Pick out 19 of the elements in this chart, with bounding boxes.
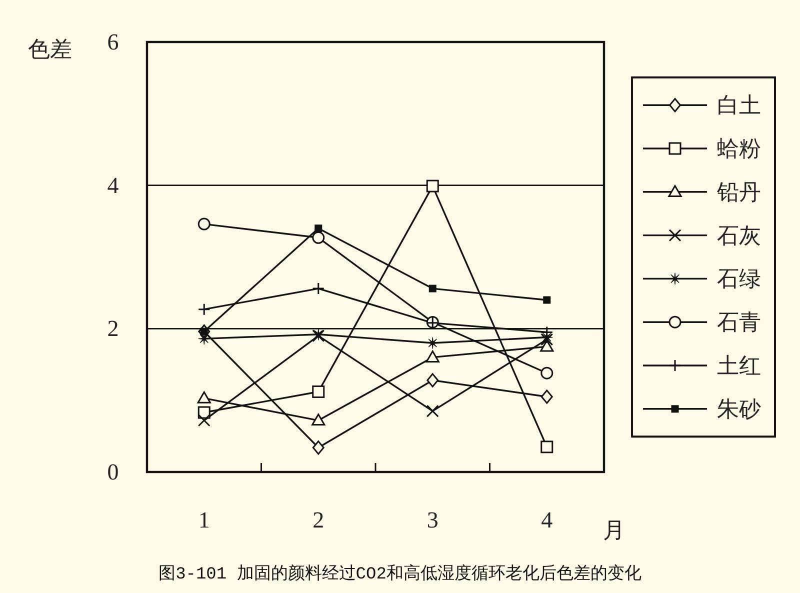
x-tick-label: 3 — [426, 508, 438, 532]
y-axis-title: 色差 — [28, 36, 72, 62]
x-axis-title: 月 — [603, 518, 625, 542]
x-tick-label: 1 — [198, 508, 210, 532]
x-tick-label: 2 — [312, 508, 324, 532]
y-tick-label: 6 — [107, 30, 119, 54]
caption: 图3-101 加固的颜料经过CO2和高低湿度循环老化后色差的变化 — [158, 564, 642, 584]
legend-label: 蛤粉 — [717, 136, 761, 161]
y-tick-label: 0 — [107, 460, 119, 484]
legend-label: 朱砂 — [717, 396, 761, 422]
y-tick-label: 4 — [107, 172, 120, 198]
legend-label: 石青 — [717, 310, 761, 335]
legend-label: 白土 — [717, 92, 761, 118]
legend-label: 铅丹 — [716, 179, 761, 204]
legend-label: 石绿 — [717, 266, 761, 292]
x-tick-label: 4 — [541, 508, 554, 532]
y-tick-label: 2 — [107, 316, 119, 342]
legend-label: 石灰 — [717, 222, 761, 248]
legend-label: 土红 — [717, 353, 761, 378]
